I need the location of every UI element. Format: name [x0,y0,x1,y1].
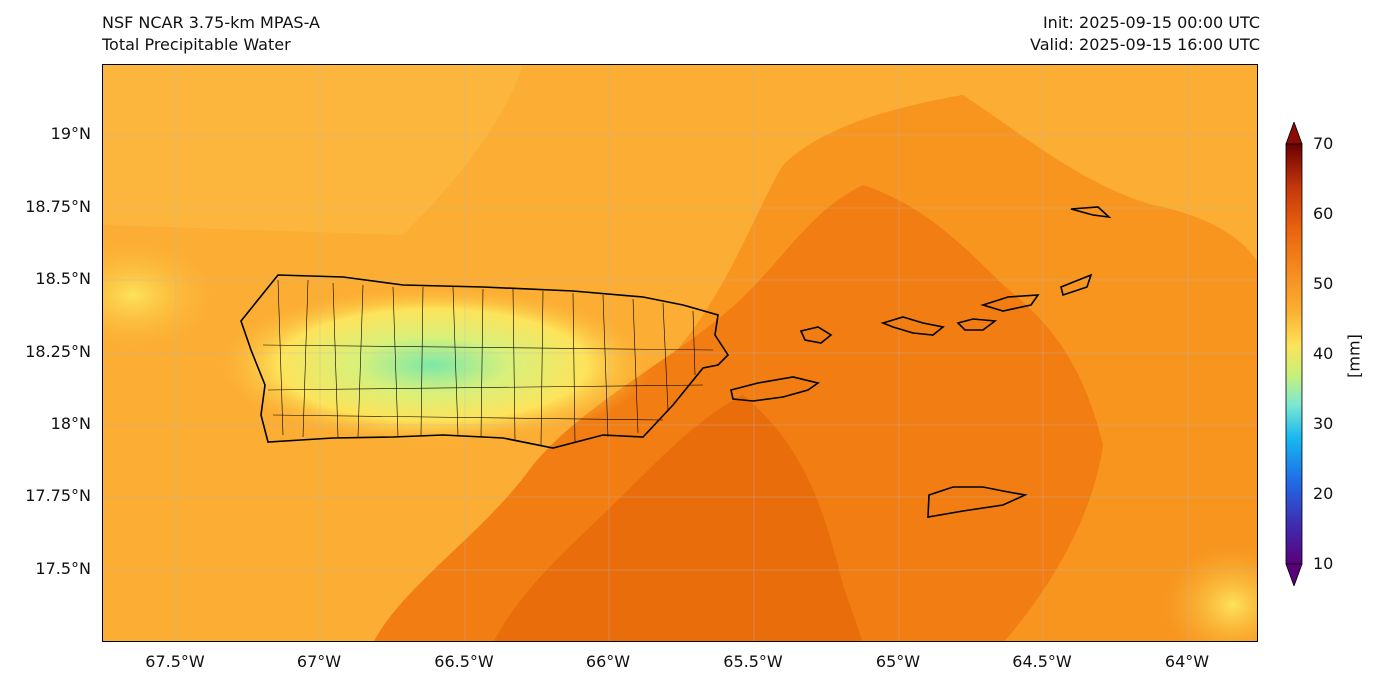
vieques-outline [730,376,820,402]
field-title: Total Precipitable Water [102,35,291,54]
st-croix-outline [927,486,1028,518]
colorbar-tick-label: 40 [1313,344,1334,363]
title-block-left: NSF NCAR 3.75-km MPAS-A Total Precipitab… [102,12,320,56]
colorbar-tick-label: 20 [1313,484,1334,503]
lat-tick-label: 18.5°N [35,269,91,288]
tortola-outline [980,294,1040,312]
tpw-dry-core-pr [213,285,653,445]
colorbar-tick-label: 60 [1313,204,1334,223]
anegada-outline [1070,206,1112,219]
municipality-borders [262,279,714,446]
lon-tick-label: 65.5°W [723,652,783,671]
valid-time: Valid: 2025-09-15 16:00 UTC [1029,35,1260,54]
lon-tick-label: 65°W [875,652,921,671]
lon-tick-label: 64.5°W [1012,652,1072,671]
lon-tick-label: 64°W [1164,652,1210,671]
lon-tick-label: 66.5°W [434,652,494,671]
lon-tick-label: 67.5°W [145,652,205,671]
coastlines [240,206,1112,518]
colorbar-tick-label: 10 [1313,554,1334,573]
lat-tick-label: 19°N [50,124,91,143]
colorbar-tick-label: 70 [1313,134,1334,153]
colorbar [1285,122,1303,586]
graticule [103,65,1257,641]
lat-tick-label: 18.75°N [25,197,91,216]
map-panel [102,64,1258,642]
culebra-outline [799,326,833,344]
tpw-dry-pocket-west [103,235,223,355]
st-thomas-outline [880,316,945,336]
colorbar-tick-label: 50 [1313,274,1334,293]
tpw-contour-north-west [103,65,523,235]
lon-tick-label: 66°W [585,652,631,671]
st-john-outline [956,318,998,331]
lat-tick-label: 18.25°N [25,342,91,361]
colorbar-max-arrow [1285,122,1303,145]
lat-tick-label: 17.75°N [25,486,91,505]
tpw-dry-pocket-southeast [1163,545,1257,641]
lat-tick-label: 17.5°N [35,559,91,578]
colorbar-unit-label: [mm] [1344,334,1364,378]
model-title: NSF NCAR 3.75-km MPAS-A [102,13,320,32]
colorbar-min-arrow [1285,563,1303,586]
puerto-rico-outline [240,274,730,449]
init-time: Init: 2025-09-15 00:00 UTC [1042,13,1260,32]
virgin-gorda-outline [1060,273,1093,297]
lat-tick-label: 18°N [50,414,91,433]
tpw-contour-south [494,395,863,641]
lon-tick-label: 67°W [296,652,342,671]
colorbar-scale [1285,143,1303,565]
map-canvas [103,65,1257,641]
title-block-right: Init: 2025-09-15 00:00 UTC Valid: 2025-0… [1030,12,1260,56]
colorbar-tick-label: 30 [1313,414,1334,433]
